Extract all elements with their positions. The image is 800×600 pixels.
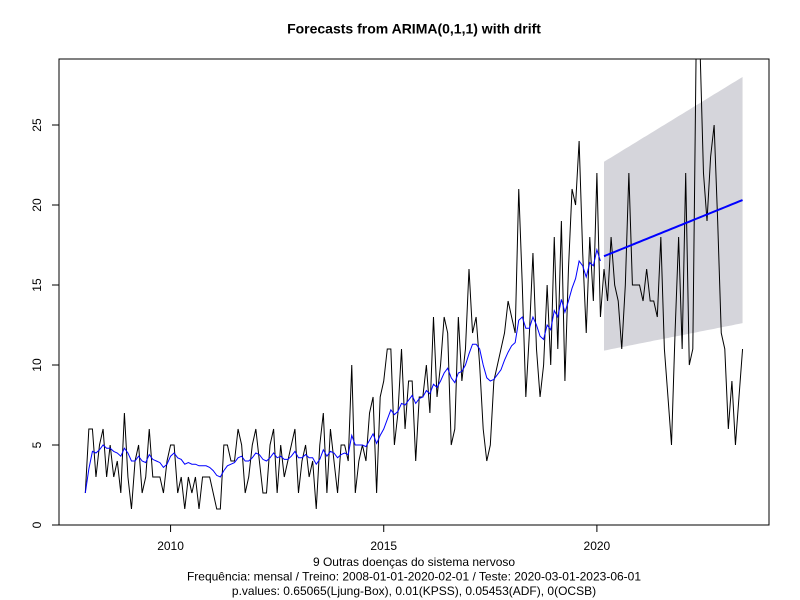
y-tick-label: 5	[30, 441, 44, 448]
x-axis-label: Frequência: mensal / Treino: 2008-01-01-…	[187, 570, 641, 584]
y-tick-label: 15	[30, 278, 44, 292]
x-axis-label: 9 Outras doenças do sistema nervoso	[313, 555, 515, 569]
plot-area	[84, 59, 744, 510]
y-tick-label: 0	[30, 521, 44, 528]
series-line	[84, 59, 744, 510]
x-tick-label: 2020	[584, 539, 611, 553]
y-tick-label: 25	[30, 118, 44, 132]
x-tick-label: 2015	[370, 539, 397, 553]
forecast-interval	[604, 77, 743, 351]
series-line	[84, 247, 601, 494]
y-tick-label: 10	[30, 358, 44, 372]
x-axis-label: p.values: 0.65065(Ljung-Box), 0.01(KPSS)…	[232, 584, 596, 598]
plot-frame	[58, 58, 770, 526]
y-tick-label: 20	[30, 198, 44, 212]
chart-title: Forecasts from ARIMA(0,1,1) with drift	[287, 21, 541, 37]
series-line	[603, 199, 743, 258]
x-tick-label: 2010	[157, 539, 184, 553]
